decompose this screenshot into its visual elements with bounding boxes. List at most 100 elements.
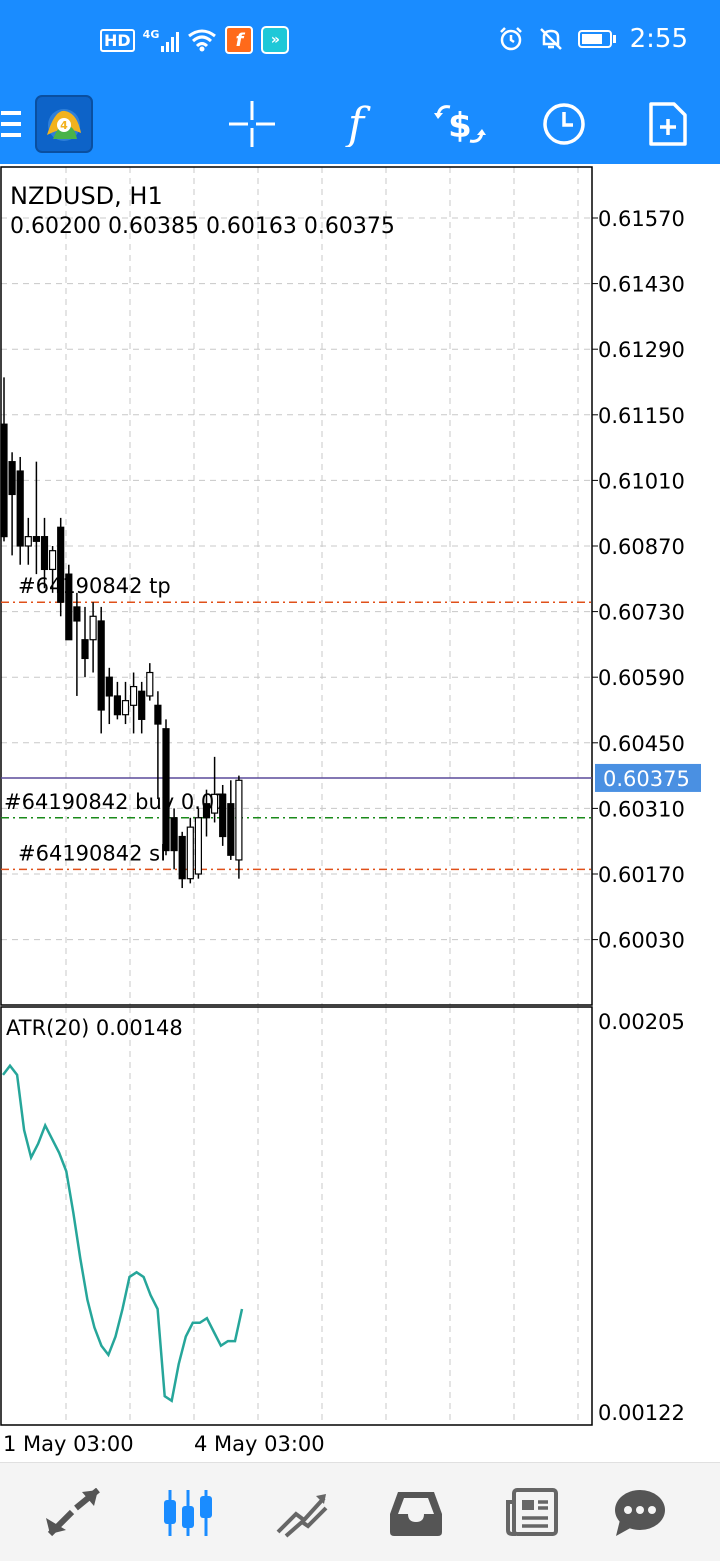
- price-tick-label: 0.61290: [598, 338, 685, 362]
- indicator-frame: [0, 1006, 593, 1426]
- nav-messages[interactable]: [610, 1483, 670, 1543]
- new-order-icon: [649, 102, 687, 146]
- candle-body: [57, 526, 65, 603]
- candle-body: [178, 835, 186, 880]
- price-tick-label: 0.61570: [598, 207, 685, 231]
- trade-levels: [1, 601, 592, 871]
- chart-window[interactable]: 0.61570 0.61430 0.61290 0.61150 0.61010 0.608…: [0, 166, 720, 1462]
- nav-history[interactable]: [386, 1483, 446, 1543]
- time-tick-2: 4 May 03:00: [194, 1432, 325, 1456]
- hd-icon: HD: [100, 28, 135, 52]
- indicator-f-icon: f: [345, 101, 371, 147]
- svg-text:4: 4: [60, 119, 68, 132]
- battery-icon: [577, 30, 616, 48]
- candle-body: [48, 550, 57, 571]
- price-tick-label: 0.60450: [598, 732, 685, 756]
- price-tick-label: 0.60870: [598, 535, 685, 559]
- candle-body: [105, 676, 113, 697]
- mt4-logo-icon: 4: [35, 95, 93, 153]
- price-tick-label: 0.60170: [598, 863, 685, 887]
- candle-body: [89, 615, 97, 641]
- messages-chat-icon: [615, 1490, 665, 1536]
- candle-body: [121, 700, 130, 716]
- candle-body: [81, 639, 89, 660]
- nav-news[interactable]: [502, 1483, 562, 1543]
- wifi-icon: [188, 29, 217, 52]
- ohlc-values: 0.60200 0.60385 0.60163 0.60375: [10, 214, 395, 239]
- network-4g-badge: 4G: [142, 28, 160, 41]
- signal-icon: 4G: [143, 28, 180, 52]
- symbol-change-icon: $: [434, 105, 486, 146]
- status-left-icons: HD 4G f »: [100, 26, 290, 54]
- app-chat-icon: »: [261, 26, 290, 54]
- candle-body: [97, 620, 105, 711]
- candle-body: [130, 685, 138, 706]
- take-profit-label: #64190842 tp: [18, 574, 171, 598]
- menu-icon: [1, 111, 21, 137]
- indicators-button[interactable]: f: [326, 94, 386, 154]
- candle-body: [146, 671, 154, 697]
- new-order-button[interactable]: [638, 94, 698, 154]
- atr-title: ATR(20) 0.00148: [6, 1016, 183, 1040]
- status-right-icons: 2:55: [498, 24, 688, 54]
- price-tick-label: 0.60030: [598, 929, 685, 953]
- crosshair-button[interactable]: [222, 94, 282, 154]
- nav-trade[interactable]: [272, 1483, 332, 1543]
- candlestick-series: [0, 377, 243, 889]
- quotes-arrows-icon: [46, 1488, 100, 1537]
- candle-body: [211, 793, 219, 814]
- mt4-logo[interactable]: 4: [34, 94, 94, 154]
- chart-grid: [1, 167, 592, 1425]
- candle-body: [154, 704, 162, 725]
- candle-body: [202, 803, 211, 819]
- price-tick-label: 0.60310: [598, 797, 685, 821]
- current-price-tag: [595, 763, 701, 792]
- timeframe-button[interactable]: [534, 94, 594, 154]
- crosshair-icon: [229, 101, 275, 147]
- symbol-title: NZDUSD, H1: [10, 182, 163, 210]
- candle-body: [227, 803, 235, 856]
- candle-body: [162, 728, 170, 852]
- price-axis: 0.61570 0.61430 0.61290 0.61150 0.61010 0.608…: [592, 207, 685, 953]
- news-icon: [506, 1488, 558, 1536]
- current-price-value: 0.60375: [603, 767, 690, 791]
- nav-chart[interactable]: [158, 1483, 218, 1543]
- stop-loss-label: #64190842 sl: [18, 841, 166, 865]
- atr-series-line: [2, 1063, 244, 1403]
- chart-candles-icon: [164, 1490, 212, 1536]
- clock-time: 2:55: [629, 24, 688, 54]
- candle-body: [0, 423, 8, 538]
- price-tick-label: 0.61430: [598, 273, 685, 297]
- atr-tick-bottom: 0.00122: [598, 1401, 685, 1425]
- buy-order-label: #64190842 buy 0.07: [4, 790, 228, 814]
- candle-body: [186, 826, 194, 880]
- candle-body: [24, 536, 32, 547]
- status-bar: HD 4G f » 2:55: [0, 0, 720, 84]
- price-tick-label: 0.60730: [598, 601, 685, 625]
- price-tick-label: 0.61010: [598, 469, 685, 493]
- price-tick-label: 0.61150: [598, 404, 685, 428]
- candle-body: [113, 695, 122, 716]
- alarm-icon: [499, 27, 522, 51]
- symbol-change-button[interactable]: $: [430, 94, 490, 154]
- candle-body: [32, 536, 41, 542]
- candle-body: [138, 690, 146, 720]
- menu-button[interactable]: [0, 94, 24, 154]
- nav-quotes[interactable]: [44, 1483, 104, 1543]
- candle-body: [219, 793, 227, 838]
- timeframe-clock-icon: [543, 103, 585, 145]
- price-tick-label: 0.60590: [598, 666, 685, 690]
- top-toolbar: 4 f $: [0, 84, 720, 164]
- candle-body: [235, 779, 243, 861]
- bottom-navigation: [0, 1462, 720, 1561]
- svg-text:$: $: [448, 106, 472, 146]
- candle-body: [73, 606, 81, 622]
- main-chart-frame: [0, 166, 593, 1006]
- candle-body: [8, 461, 16, 496]
- candle-body: [170, 817, 178, 852]
- history-inbox-icon: [390, 1492, 442, 1536]
- candle-body: [65, 573, 73, 641]
- chart-canvas[interactable]: 0.61570 0.61430 0.61290 0.61150 0.61010 0.608…: [0, 166, 720, 1462]
- app-f-icon: f: [225, 26, 254, 54]
- candle-body: [16, 470, 24, 547]
